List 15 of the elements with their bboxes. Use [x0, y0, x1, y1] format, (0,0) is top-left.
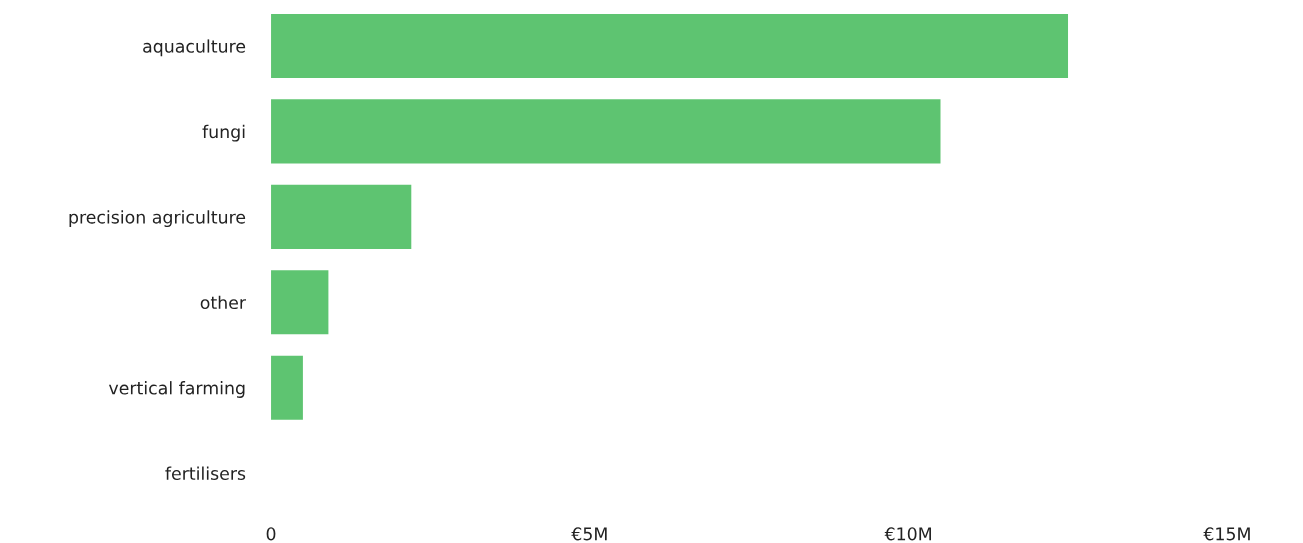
bar: [271, 355, 303, 420]
y-tick-label: fungi: [202, 124, 245, 142]
bar: [271, 270, 329, 335]
y-tick-label: precision agriculture: [69, 210, 246, 228]
x-tick-label: 0: [266, 527, 276, 541]
bar: [271, 184, 412, 249]
bar: [271, 99, 941, 164]
y-tick-label: vertical farming: [108, 381, 245, 398]
y-tick-label: aquaculture: [143, 39, 246, 57]
y-tick-label: other: [200, 295, 247, 310]
x-tick-label: €5M: [571, 527, 607, 541]
y-tick-label: fertilisers: [165, 466, 246, 480]
x-tick-label: €15M: [1203, 527, 1250, 541]
x-tick-label: €10M: [884, 527, 931, 541]
bar: [271, 13, 1069, 79]
